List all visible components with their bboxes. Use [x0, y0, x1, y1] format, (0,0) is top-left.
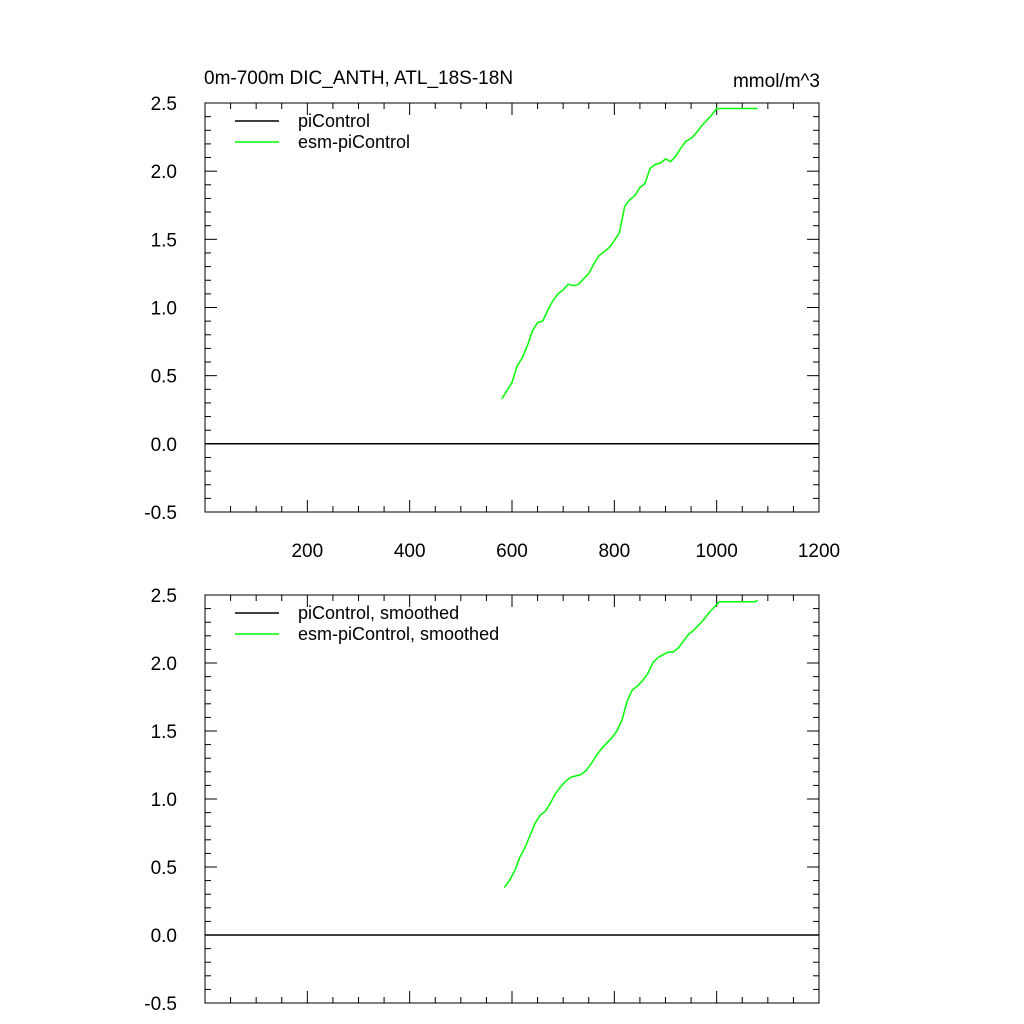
legend-label: esm-piControl — [298, 132, 410, 152]
y-tick-label: 0.5 — [151, 367, 177, 388]
plot-frame — [204, 102, 820, 513]
x-tick-label: 800 — [598, 541, 630, 562]
legend-label: piControl, smoothed — [298, 603, 459, 623]
y-tick-label: 0.0 — [151, 926, 177, 947]
y-tick-label: 1.5 — [151, 230, 177, 251]
series-line-esm-picontrol — [503, 599, 758, 888]
y-tick-label: 0.0 — [151, 435, 177, 456]
bottom-panel: -0.5 0.0 0.5 1.0 1.5 2.0 2.5 piControl, smoothe… — [144, 586, 820, 1015]
y-tick-label: 2.5 — [151, 94, 177, 115]
y-tick-label: 0.5 — [151, 858, 177, 879]
plot-frame — [204, 594, 820, 1004]
legend-label: piControl — [298, 111, 370, 131]
x-tick-label: 200 — [291, 541, 323, 562]
legend-label: esm-piControl, smoothed — [298, 624, 499, 644]
y-tick-label: 2.0 — [151, 654, 177, 675]
y-tick-label: 1.5 — [151, 722, 177, 743]
x-tick-label: 1000 — [696, 541, 738, 562]
y-tick-label: -0.5 — [144, 994, 177, 1015]
y-tick-label: 1.0 — [151, 790, 177, 811]
x-tick-label: 400 — [394, 541, 426, 562]
series-line-esm-picontrol — [501, 107, 758, 400]
y-tick-label: 2.0 — [151, 162, 177, 183]
chart-units: mmol/m^3 — [733, 71, 820, 92]
y-tick-label: -0.5 — [144, 503, 177, 524]
chart-title: 0m-700m DIC_ANTH, ATL_18S-18N — [204, 68, 513, 89]
x-tick-label: 600 — [496, 541, 528, 562]
y-tick-label: 1.0 — [151, 299, 177, 320]
top-panel: -0.5 0.0 0.5 1.0 1.5 2.0 2.5 200 400 600 800 1000 12… — [144, 94, 840, 562]
y-tick-label: 2.5 — [151, 586, 177, 607]
x-tick-label: 1200 — [798, 541, 840, 562]
